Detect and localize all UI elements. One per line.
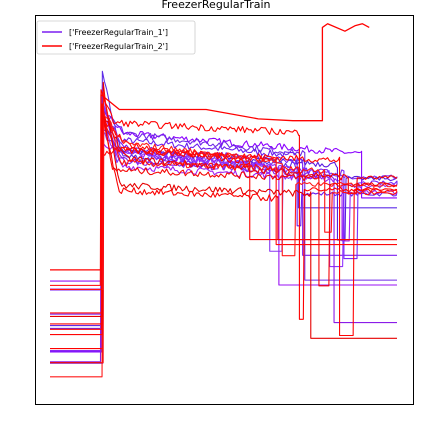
- series-line-2-6: [50, 146, 398, 337]
- plot-frame: [35, 15, 414, 405]
- series-line-2-8: [50, 91, 398, 290]
- legend-label-train-2: ['FreezerRegularTrain_2']: [69, 42, 168, 51]
- series-line-2-1: [50, 118, 397, 350]
- series-line-2-9: [50, 103, 398, 330]
- legend-label-train-1: ['FreezerRegularTrain_1']: [69, 28, 168, 37]
- series-layer: [50, 23, 398, 378]
- series-line-2-7: [50, 108, 397, 325]
- series-line-1-7: [50, 111, 397, 330]
- series-line-2-5: [50, 81, 397, 339]
- legend-box: [36, 20, 196, 55]
- legend: ['FreezerRegularTrain_1'] ['FreezerRegul…: [36, 20, 196, 55]
- series-line-special: [50, 23, 370, 271]
- series-line-2-4: [50, 107, 398, 378]
- chart-title: FreezerRegularTrain: [161, 0, 271, 11]
- series-line-2-10: [50, 89, 398, 320]
